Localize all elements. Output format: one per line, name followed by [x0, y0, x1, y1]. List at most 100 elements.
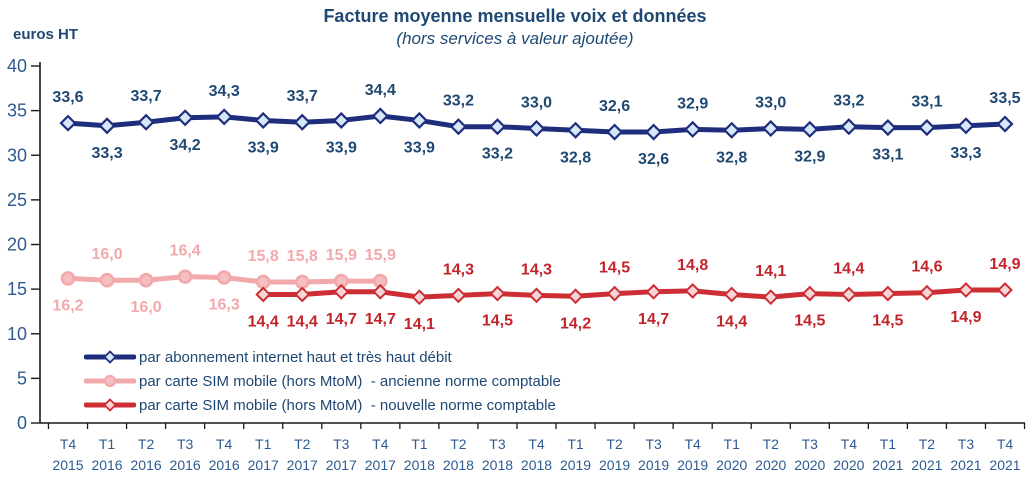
- data-point-marker: [371, 107, 389, 125]
- x-axis-tick-label-year: 2017: [287, 457, 318, 473]
- data-label: 14,7: [326, 311, 357, 328]
- x-axis-tick-label-quarter: T2: [606, 436, 623, 452]
- data-point-marker: [762, 119, 780, 138]
- data-label: 14,8: [677, 257, 708, 274]
- legend-circle-marker-icon: [84, 374, 136, 388]
- data-label: 33,9: [326, 139, 357, 156]
- y-axis-tick-label: 25: [7, 190, 27, 210]
- data-point-marker: [645, 123, 663, 141]
- x-axis-tick-label-quarter: T2: [138, 436, 155, 452]
- data-point-marker: [996, 115, 1014, 133]
- data-label: 14,4: [287, 313, 318, 330]
- x-axis-tick-label-quarter: T1: [567, 436, 584, 452]
- legend-item-label: par abonnement internet haut et très hau…: [139, 348, 452, 366]
- data-point-marker: [958, 282, 974, 298]
- data-point-marker: [801, 285, 818, 302]
- data-point-marker: [527, 119, 546, 138]
- legend-diamond-marker-icon: [84, 350, 136, 364]
- x-axis-tick-label-quarter: T1: [880, 436, 897, 452]
- x-axis-tick-label-year: 2020: [716, 457, 747, 473]
- data-label: 34,2: [170, 137, 201, 154]
- data-label: 33,6: [52, 89, 83, 106]
- data-point-marker: [488, 118, 507, 136]
- data-point-marker: [723, 121, 741, 139]
- data-label: 33,1: [911, 94, 942, 111]
- data-point-marker: [566, 121, 585, 139]
- data-label: 14,4: [833, 260, 864, 277]
- data-point-marker: [879, 119, 897, 137]
- series-1: [60, 269, 388, 290]
- x-axis-tick-label-quarter: T1: [255, 436, 272, 452]
- x-axis-tick-label-quarter: T4: [684, 436, 701, 452]
- data-point-marker: [918, 119, 936, 137]
- y-axis-tick-label: 35: [7, 101, 27, 121]
- data-point-marker: [177, 269, 193, 284]
- data-point-marker: [103, 350, 117, 364]
- x-axis-tick-label-quarter: T2: [294, 436, 311, 452]
- data-label: 33,7: [131, 88, 162, 105]
- series-0: [59, 107, 1014, 141]
- data-point-marker: [176, 109, 194, 127]
- data-label: 14,4: [248, 313, 279, 330]
- data-label: 14,3: [521, 261, 552, 278]
- x-axis-tick-label-year: 2017: [365, 457, 396, 473]
- x-axis-tick-label-quarter: T4: [216, 436, 233, 452]
- data-label: 14,5: [794, 313, 825, 330]
- y-axis-tick-label: 5: [17, 368, 27, 388]
- data-label: 14,1: [404, 316, 435, 333]
- x-axis-tick-label-year: 2020: [794, 457, 825, 473]
- x-axis-tick-label-year: 2017: [326, 457, 357, 473]
- x-axis-tick-label-quarter: T1: [99, 436, 116, 452]
- x-axis-tick-label-year: 2020: [833, 457, 864, 473]
- legend-item-0: par abonnement internet haut et très hau…: [84, 345, 561, 369]
- x-axis-tick-label-quarter: T4: [841, 436, 858, 452]
- data-label: 15,8: [248, 248, 279, 265]
- data-label: 16,0: [91, 246, 122, 263]
- data-label: 14,3: [443, 261, 474, 278]
- data-label: 33,3: [91, 145, 122, 162]
- data-point-marker: [59, 114, 77, 132]
- data-point-marker: [684, 282, 701, 299]
- data-label: 32,6: [638, 151, 669, 168]
- data-point-marker: [957, 117, 975, 135]
- data-point-marker: [840, 286, 857, 303]
- data-point-marker: [332, 111, 350, 129]
- data-label: 33,2: [833, 93, 864, 110]
- x-axis-tick-label-quarter: T3: [802, 436, 819, 452]
- data-label: 33,0: [755, 94, 786, 111]
- x-axis-tick-label-year: 2016: [131, 457, 162, 473]
- x-axis-tick-label-year: 2020: [755, 457, 786, 473]
- x-axis-tick-label-quarter: T3: [958, 436, 975, 452]
- x-axis-tick-label-year: 2015: [52, 457, 83, 473]
- data-label: 14,5: [482, 313, 513, 330]
- data-point-marker: [606, 123, 624, 141]
- y-axis-tick-label: 0: [17, 413, 27, 433]
- data-label: 33,5: [989, 90, 1020, 107]
- series-2-labels: 14,4 14,4 14,7 14,7 14,1 14,3 14,5 14,3 14,2 14,5…: [248, 256, 1021, 333]
- data-point-marker: [216, 270, 232, 285]
- legend-item-label: par carte SIM mobile (hors MtoM) - nouve…: [139, 396, 556, 414]
- data-point-marker: [762, 289, 779, 306]
- x-axis-tick-label-quarter: T2: [763, 436, 780, 452]
- data-point-marker: [450, 287, 467, 304]
- data-label: 16,2: [52, 297, 83, 314]
- data-point-marker: [99, 272, 115, 288]
- data-label: 14,6: [911, 259, 942, 276]
- data-label: 14,7: [638, 311, 669, 328]
- y-axis-tick-label: 10: [7, 324, 27, 344]
- series-2: [255, 282, 1013, 306]
- data-label: 32,8: [560, 149, 591, 166]
- data-point-marker: [255, 286, 272, 303]
- x-axis-tick-label-year: 2016: [209, 457, 240, 473]
- data-label: 32,9: [677, 95, 708, 112]
- x-axis-tick-label-year: 2021: [989, 457, 1020, 473]
- legend-diamond-marker-icon: [84, 398, 136, 412]
- y-axis-tick-label: 15: [7, 279, 27, 299]
- data-label: 15,9: [326, 247, 357, 264]
- data-label: 33,7: [287, 88, 318, 105]
- data-label: 16,0: [131, 299, 162, 316]
- x-axis-tick-label-year: 2021: [950, 457, 981, 473]
- data-point-marker: [293, 113, 311, 131]
- data-label: 14,7: [365, 311, 396, 328]
